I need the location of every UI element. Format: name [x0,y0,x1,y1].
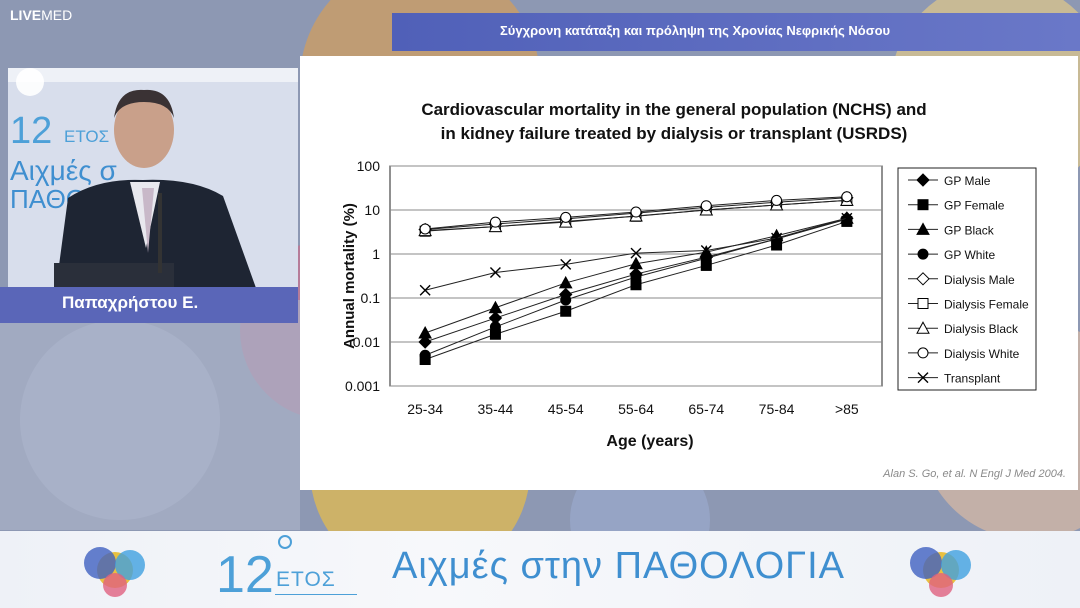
bottom-banner: 12 ΕΤΟΣ Αιχμές στην ΠΑΘΟΛΟΓΙΑ [0,531,1080,608]
speaker-video: 12 ΕΤΟΣ Αιχμές σ ΠΑΘΟ [8,68,298,288]
chart-title-line1: Cardiovascular mortality in the general … [421,100,926,119]
legend-label: GP White [944,248,995,262]
data-point [418,335,432,349]
data-point [841,212,853,224]
legend-marker [916,222,930,235]
x-tick-label: 75-84 [759,401,795,417]
y-axis-label: Annual mortality (%) [341,203,358,349]
x-axis-label: Age (years) [606,433,693,450]
data-point [489,216,501,228]
legend-label: GP Female [944,199,1005,213]
y-tick-label: 0.001 [345,378,380,394]
legend-marker [917,347,929,359]
data-point [771,194,783,206]
y-tick-label: 1 [372,246,380,262]
data-point [771,232,783,244]
x-tick-label: >85 [835,401,859,417]
data-point [419,349,431,361]
y-tick-label: 0.1 [361,290,381,306]
flower-decoration-right [910,547,971,597]
legend-entry: Dialysis Male [908,272,1015,287]
legend-marker [916,173,930,187]
data-point [560,211,572,223]
speaker-image: 12 ΕΤΟΣ Αιχμές σ ΠΑΘΟ [8,68,298,288]
legend-marker [916,321,930,334]
legend-marker [917,199,929,211]
x-tick-label: 55-64 [618,401,654,417]
data-point [560,305,572,317]
chart-title-line2: in kidney failure treated by dialysis or… [441,124,908,143]
legend-label: Dialysis Female [944,298,1029,312]
x-tick-label: 65-74 [688,401,724,417]
legend-label: GP Black [944,223,995,237]
livemed-logo: LIVEMED [10,7,73,23]
header-bar: Σύγχρονη κατάταξη και πρόληψη της Χρονία… [392,13,1080,51]
legend-label: Dialysis Black [944,322,1019,336]
mortality-chart: Cardiovascular mortality in the general … [341,100,1037,450]
speaker-name-bar: Παπαχρήστου Ε. [0,287,298,323]
banner-slogan: Αιχμές στην ΠΑΘΟΛΟΓΙΑ [392,545,845,587]
y-tick-label: 10 [364,202,380,218]
legend-entry: GP White [908,248,995,262]
data-point [489,321,501,333]
legend-marker [917,248,929,260]
legend-label: Dialysis Male [944,273,1015,287]
data-point [700,252,712,264]
chart-legend: GP Male GP Female GP Black GP White Dialysis… [897,167,1037,391]
data-point [841,191,853,203]
data-point [630,247,642,259]
data-point [558,275,573,289]
banner-number: 12 [216,546,274,604]
x-tick-label: 35-44 [478,401,514,417]
banner-underline [275,594,357,595]
legend-marker [917,298,929,309]
svg-text:ΕΤΟΣ: ΕΤΟΣ [64,127,109,146]
slide: Cardiovascular mortality in the general … [300,56,1078,490]
legend-entry: GP Black [908,222,995,237]
legend-marker [917,372,929,384]
data-point [700,245,712,257]
legend-entry: GP Male [908,173,991,188]
banner-circle-icon [278,535,292,549]
x-tick-label: 45-54 [548,401,584,417]
banner-etos: ΕΤΟΣ [276,568,336,591]
data-point [629,256,643,270]
legend-entry: Dialysis Black [908,321,1019,336]
citation: Alan S. Go, et al. N Engl J Med 2004. [883,468,1066,480]
data-point [630,271,642,283]
legend-entry: Transplant [908,372,1001,386]
series-dialysis-white [419,191,853,235]
data-point [419,223,431,235]
legend-entry: GP Female [908,199,1005,213]
legend-label: Dialysis White [944,347,1020,361]
header-title: Σύγχρονη κατάταξη και πρόληψη της Χρονία… [500,23,891,38]
data-point [560,258,572,270]
data-point [419,284,431,296]
plot-area: 100 10 1 0.1 0.01 0.001 25-34 35-44 45-54 55-64 65… [345,158,883,417]
data-point [418,325,432,339]
legend-entry: Dialysis White [908,347,1020,361]
legend-label: Transplant [944,372,1001,386]
series-line [424,220,848,360]
svg-text:12: 12 [10,110,52,152]
data-point [560,294,572,306]
data-point [630,206,642,218]
flower-decoration-left [84,547,145,597]
y-tick-label: 100 [357,158,381,174]
legend-marker [916,272,930,286]
speaker-name: Παπαχρήστου Ε. [62,293,199,312]
data-point [488,300,503,314]
data-point [700,200,712,212]
series-transplant [419,212,853,296]
svg-text:Αιχμές σ: Αιχμές σ [10,155,117,186]
legend-entry: Dialysis Female [908,298,1029,312]
x-tick-label: 25-34 [407,401,443,417]
legend-label: GP Male [944,174,991,188]
data-point [489,266,501,278]
y-tick-label: 0.01 [353,334,380,350]
